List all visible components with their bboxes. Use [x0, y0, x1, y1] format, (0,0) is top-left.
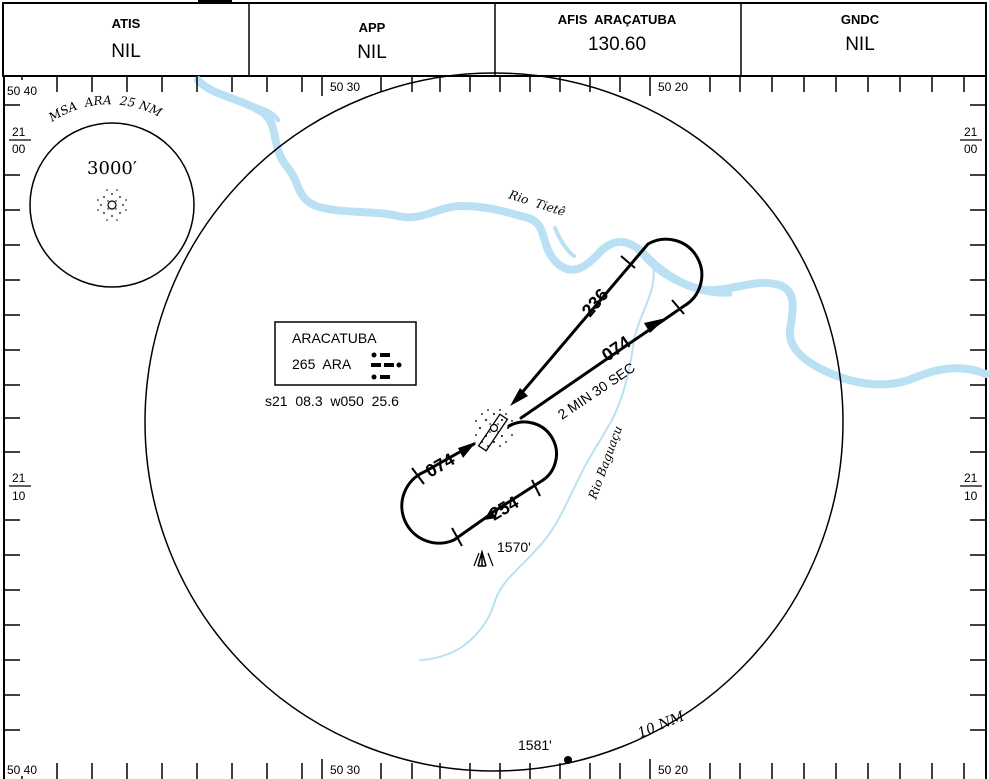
ndb-center	[489, 423, 499, 433]
graticule-ticks	[4, 76, 986, 779]
lon-label-top-5020: 50 20	[658, 80, 688, 94]
ndb-symbol	[475, 409, 513, 447]
lon-label-top-5030: 50 30	[330, 80, 360, 94]
app-value: NIL	[357, 42, 387, 63]
morse-code-ara	[371, 352, 402, 380]
atis-value: NIL	[111, 41, 141, 62]
spot-elevation: 1581'	[518, 737, 572, 764]
range-ring-10nm	[144, 72, 844, 772]
ndb-info-box: ARACATUBA 265 ARA s21 08.3 w050 25.6	[265, 321, 417, 409]
racetrack-pattern	[400, 420, 558, 545]
lat-label-right-2110-deg: 21	[964, 471, 978, 485]
holding-fix	[477, 413, 509, 452]
holding-timing: 2 MIN 30 SEC	[555, 359, 638, 422]
msa-ndb-symbol	[97, 189, 127, 221]
ndb-name: ARACATUBA	[292, 330, 377, 346]
afis-value: 130.60	[588, 34, 646, 55]
holding-arrows	[510, 318, 666, 406]
lon-label-top-5040: 50 40	[7, 84, 37, 98]
tower-elevation: 1570'	[497, 539, 531, 555]
holding-ticks	[620, 255, 685, 315]
spot-elevation-label: 1581'	[518, 737, 552, 753]
racetrack-arrows	[458, 442, 497, 520]
lat-label-right-2110-min: 10	[964, 489, 978, 503]
frequency-header: ATIS NIL APP NIL AFIS ARAÇATUBA 130.60 G…	[2, 0, 987, 77]
range-ring-label: 10 NM	[636, 708, 688, 741]
lat-label-left-2110-deg: 21	[12, 471, 26, 485]
gndc-title: GNDC	[841, 12, 880, 27]
atis-title: ATIS	[112, 16, 141, 31]
lat-label-left-2100-deg: 21	[12, 125, 26, 139]
lon-label-bottom-5030: 50 30	[330, 763, 360, 777]
gndc-value: NIL	[845, 34, 875, 55]
holding-pattern	[512, 237, 704, 420]
racetrack-course-074: 074	[422, 449, 458, 481]
lon-label-bottom-5020: 50 20	[658, 763, 688, 777]
lat-label-right-2100-deg: 21	[964, 125, 978, 139]
ndb-frequency: 265 ARA	[292, 356, 352, 372]
ndb-position: s21 08.3 w050 25.6	[265, 393, 399, 409]
lon-label-bottom-5040: 50 40	[7, 763, 37, 777]
river-bagacu	[419, 257, 655, 661]
racetrack-ticks	[411, 467, 541, 547]
river-label-bagacu: Rio Baguaçu	[585, 424, 625, 502]
map-frame	[3, 76, 987, 779]
tower-obstacle: 1570'	[472, 539, 531, 567]
app-title: APP	[359, 20, 386, 35]
lat-label-left-2110-min: 10	[12, 489, 26, 503]
lat-label-right-2100-min: 00	[964, 142, 978, 156]
afis-title: AFIS ARAÇATUBA	[558, 12, 677, 27]
msa-altitude: 3000′	[87, 158, 137, 179]
lat-label-left-2100-min: 00	[12, 142, 26, 156]
coordinate-labels: 50 40 50 30 50 20 50 40 50 30 50 20 21 0…	[5, 80, 982, 778]
river-tiete	[194, 76, 989, 389]
